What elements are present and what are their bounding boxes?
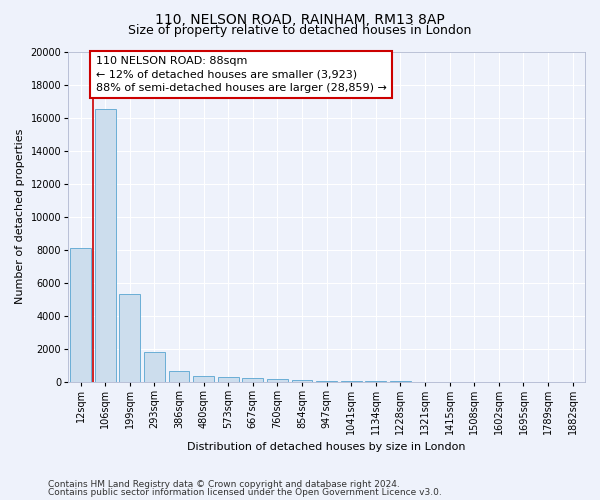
Bar	[218, 377, 239, 382]
Bar	[292, 380, 313, 382]
X-axis label: Distribution of detached houses by size in London: Distribution of detached houses by size …	[187, 442, 466, 452]
Bar	[70, 248, 91, 382]
Text: Size of property relative to detached houses in London: Size of property relative to detached ho…	[128, 24, 472, 37]
Bar	[119, 294, 140, 382]
Text: Contains HM Land Registry data © Crown copyright and database right 2024.: Contains HM Land Registry data © Crown c…	[48, 480, 400, 489]
Bar	[242, 378, 263, 382]
Bar	[95, 110, 116, 382]
Bar	[193, 376, 214, 382]
Bar	[144, 352, 165, 382]
Bar	[169, 371, 190, 382]
Y-axis label: Number of detached properties: Number of detached properties	[15, 129, 25, 304]
Bar	[316, 381, 337, 382]
Text: 110 NELSON ROAD: 88sqm
← 12% of detached houses are smaller (3,923)
88% of semi-: 110 NELSON ROAD: 88sqm ← 12% of detached…	[96, 56, 386, 93]
Text: Contains public sector information licensed under the Open Government Licence v3: Contains public sector information licen…	[48, 488, 442, 497]
Text: 110, NELSON ROAD, RAINHAM, RM13 8AP: 110, NELSON ROAD, RAINHAM, RM13 8AP	[155, 12, 445, 26]
Bar	[267, 379, 288, 382]
